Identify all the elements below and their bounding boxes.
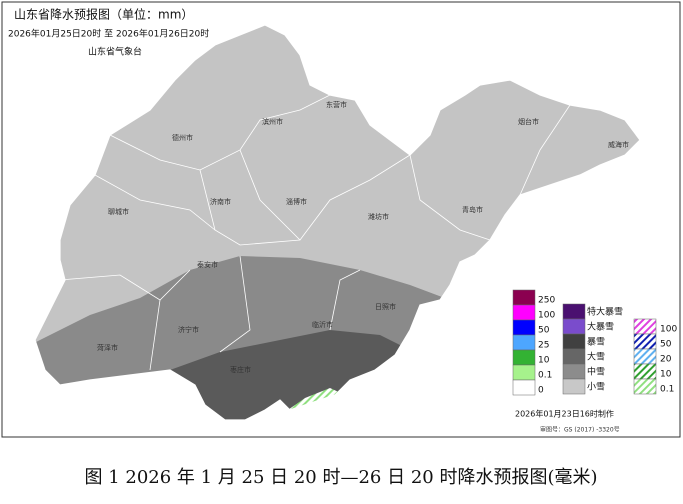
snow-label: 暴雪 [587,337,605,348]
sleet-swatch [633,348,657,365]
period: 2026年01月25日20时 至 2026年01月26日20时 [8,28,209,40]
rain-label: 0.1 [538,371,552,381]
rain-swatch [512,304,536,321]
snow-swatch [562,348,586,365]
sleet-swatch [633,378,657,395]
sleet-label: 100 [660,325,677,335]
city-label: 济南市 [210,197,231,206]
city-label: 菏泽市 [97,343,118,352]
city-label: 青岛市 [462,205,483,214]
snow-swatch [562,363,586,380]
sleet-label: 20 [660,355,672,365]
snow-label: 中雪 [587,366,605,378]
city-label: 泰安市 [197,260,218,269]
approval-number: 审图号：GS (2017) -3320号 [540,426,620,434]
rain-swatch [512,379,536,396]
rain-swatch [512,334,536,351]
rain-swatch [512,364,536,381]
city-label: 枣庄市 [230,365,251,374]
made-time: 2026年01月23日16时制作 [515,409,614,419]
city-label: 淄博市 [286,197,307,206]
caption: 图 1 2026 年 1 月 25 日 20 时—26 日 20 时降水预报图(… [84,467,597,488]
city-label: 德州市 [172,133,193,142]
snow-label: 特大暴雪 [587,306,623,318]
sleet-label: 10 [660,370,672,380]
sleet-label: 0.1 [660,385,674,395]
rain-swatch [512,349,536,366]
rain-label: 0 [538,386,544,396]
snow-swatch [562,333,586,350]
city-label: 东营市 [326,100,347,109]
rain-label: 250 [538,296,555,306]
city-label: 烟台市 [518,117,539,126]
rain-swatch [512,289,536,306]
city-label: 济宁市 [178,325,199,334]
city-label: 威海市 [608,140,629,149]
rain-label: 25 [538,341,549,351]
snow-swatch [562,378,586,395]
sleet-label: 50 [660,340,672,350]
city-labels: 德州市 滨州市 东营市 烟台市 威海市 聊城市 济南市 淄博市 潍坊市 青岛市 … [97,100,629,374]
snow-label: 小雪 [587,382,605,393]
snow-swatch [562,318,586,335]
city-label: 滨州市 [262,117,283,126]
snow-swatch [562,303,586,320]
issuer: 山东省气象台 [88,46,142,58]
city-label: 聊城市 [108,207,129,216]
city-label: 潍坊市 [368,212,389,221]
snow-label: 大雪 [587,351,605,363]
rain-label: 10 [538,356,550,366]
map-title: 山东省降水预报图（单位：mm） [14,7,193,22]
city-borders [59,94,571,371]
sleet-swatch [633,333,657,350]
rain-swatch [512,319,536,336]
city-label: 临沂市 [312,320,333,329]
rain-label: 100 [538,311,555,321]
city-label: 日照市 [375,302,396,311]
sleet-swatch [633,363,657,380]
rain-label: 50 [538,326,550,336]
snow-label: 大暴雪 [587,321,614,333]
sleet-swatch [633,318,657,335]
